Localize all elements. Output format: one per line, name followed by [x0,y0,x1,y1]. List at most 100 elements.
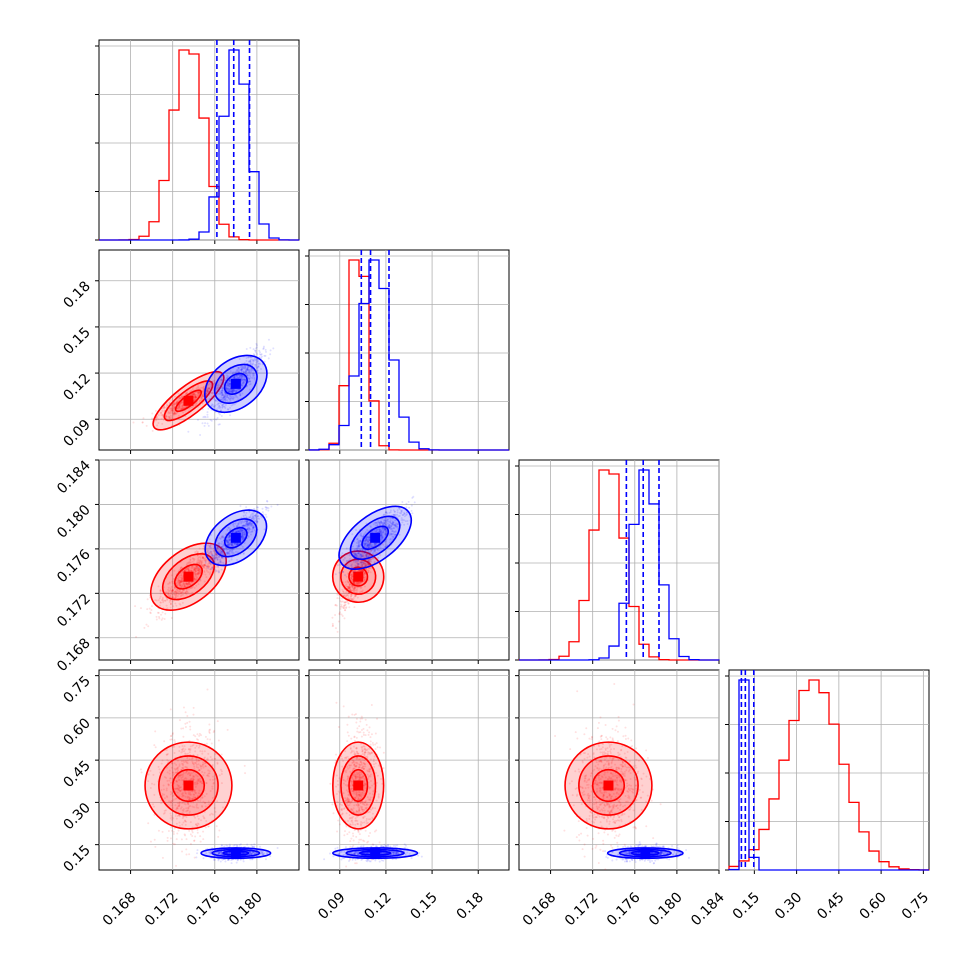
sample-point-series-1 [335,573,337,575]
sample-point-series-0 [208,724,210,726]
sample-point-series-1 [405,506,407,508]
sample-point-series-0 [134,605,136,607]
sample-point-series-0 [336,597,338,599]
sample-point-series-0 [162,611,164,613]
sample-point-series-0 [156,619,158,621]
sample-point-series-1 [229,414,231,416]
tick-label-y: 0.30 [60,800,93,833]
tick-label-y: 0.180 [54,502,94,542]
sample-point-series-1 [204,425,206,427]
sample-point-series-1 [265,351,267,353]
sample-point-series-0 [152,430,154,432]
sample-point-series-1 [221,415,223,417]
sample-point-series-0 [186,853,188,855]
sample-point-series-1 [344,574,346,576]
sample-point-series-0 [218,829,220,831]
tick-label-y: 0.12 [60,371,93,404]
sample-point-series-0 [146,624,148,626]
sample-point-series-0 [345,606,347,608]
sample-point-series-0 [182,736,184,738]
sample-point-series-1 [246,348,248,350]
sample-point-series-1 [245,506,247,508]
sample-point-series-0 [334,604,336,606]
sample-point-series-0 [133,421,135,423]
sample-point-series-0 [331,617,333,619]
tick-label-y: 0.168 [54,635,94,675]
sample-point-series-0 [183,706,185,708]
sample-point-series-1 [263,355,265,357]
sample-point-series-0 [146,608,148,610]
sample-point-series-0 [221,754,223,756]
panel-0-0 [95,40,299,244]
sample-point-series-0 [217,720,219,722]
sample-point-series-1 [210,419,212,421]
sample-point-series-0 [198,735,200,737]
sample-point-series-0 [332,623,334,625]
sample-point-series-0 [142,417,144,419]
tick-label-y: 0.60 [60,715,93,748]
sample-point-series-1 [206,565,208,567]
sample-point-series-0 [202,838,204,840]
sample-point-series-0 [186,722,188,724]
sample-point-series-0 [171,617,173,619]
sample-point-series-0 [150,609,152,611]
sample-point-series-1 [265,514,267,516]
sample-point-series-0 [155,410,157,412]
sample-point-series-0 [170,837,172,839]
density-peak-series-1 [370,533,380,543]
sample-point-series-1 [221,569,223,571]
sample-point-series-1 [266,516,268,518]
sample-point-series-0 [199,835,201,837]
tick-label-y: 0.15 [60,842,93,875]
sample-point-series-0 [147,625,149,627]
sample-point-series-1 [210,563,212,565]
sample-point-series-1 [256,506,258,508]
sample-point-series-1 [405,503,407,505]
sample-point-series-0 [344,609,346,611]
sample-point-series-0 [176,838,178,840]
sample-point-series-1 [411,510,413,512]
sample-point-series-0 [197,832,199,834]
sample-point-series-1 [207,408,209,410]
sample-point-series-0 [216,825,218,827]
sample-point-series-0 [176,832,178,834]
sample-point-series-1 [253,348,255,350]
sample-point-series-1 [269,353,271,355]
sample-point-series-1 [198,566,200,568]
sample-point-series-1 [202,408,204,410]
sample-point-series-0 [147,598,149,600]
sample-point-series-0 [160,614,162,616]
sample-point-series-1 [270,349,272,351]
sample-point-series-0 [174,741,176,743]
sample-point-series-0 [338,597,340,599]
sample-point-series-1 [207,423,209,425]
density-peak-series-1 [231,533,241,543]
sample-point-series-0 [181,851,183,853]
tick-label-y: 0.172 [54,591,94,631]
sample-point-series-0 [189,879,191,881]
sample-point-series-0 [164,618,166,620]
sample-point-series-0 [196,733,198,735]
sample-point-series-0 [181,838,183,840]
sample-point-series-1 [411,505,413,507]
sample-point-series-0 [188,853,190,855]
sample-point-series-0 [185,711,187,713]
density-peak-series-0 [353,572,363,582]
sample-point-series-0 [180,728,182,730]
sample-point-series-0 [332,625,334,627]
sample-point-series-1 [219,414,221,416]
sample-point-series-1 [211,568,213,570]
sample-point-series-0 [344,601,346,603]
sample-point-series-0 [207,826,209,828]
sample-point-series-0 [337,631,339,633]
sample-point-series-1 [277,504,279,506]
sample-point-series-1 [206,414,208,416]
sample-point-series-1 [414,501,416,503]
sample-point-series-1 [218,571,220,573]
sample-point-series-0 [151,413,153,415]
sample-point-series-0 [162,857,164,859]
sample-point-series-0 [209,739,211,741]
